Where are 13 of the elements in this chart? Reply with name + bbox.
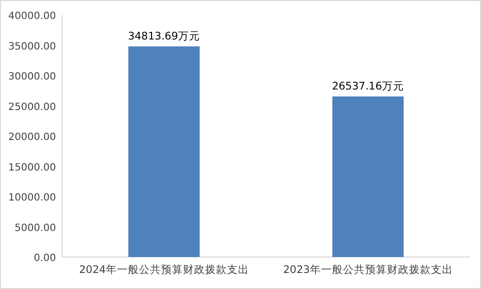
y-tick-label: 15000.00 [8, 162, 56, 174]
data-label: 34813.69万元 [128, 30, 200, 42]
data-label: 26537.16万元 [332, 80, 404, 92]
y-tick-label: 25000.00 [8, 102, 56, 113]
y-tick-label: 5000.00 [14, 222, 56, 234]
y-tick-label: 40000.00 [8, 11, 56, 22]
x-tick-label: 2023年一般公共预算财政拨款支出 [283, 263, 453, 276]
y-tick-label: 30000.00 [8, 72, 56, 82]
x-tick-label: 2024年一般公共预算财政拨款支出 [79, 263, 249, 276]
y-tick-label: 10000.00 [8, 192, 56, 204]
y-tick-label: 0.00 [34, 253, 56, 264]
y-tick-label: 35000.00 [8, 41, 56, 52]
y-tick-label: 20000.00 [8, 132, 56, 143]
